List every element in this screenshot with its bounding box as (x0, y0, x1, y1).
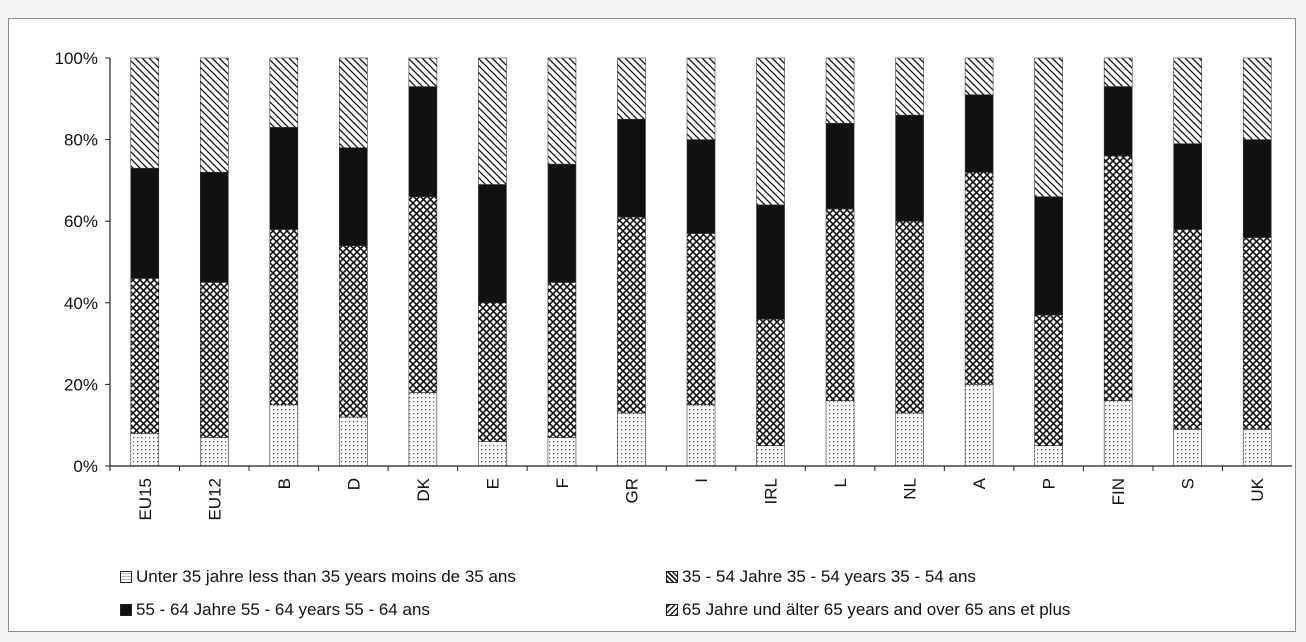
x-tick-label-gr: GR (622, 478, 641, 504)
x-tick-label-irl: IRL (762, 478, 781, 504)
bar-segment-nl-3 (895, 57, 924, 116)
bar-segment-b-3 (269, 57, 299, 128)
bar-segment-uk-3 (1242, 57, 1272, 140)
bar-segment-d-0 (339, 416, 368, 467)
bar-segment-i-1 (686, 233, 716, 406)
bar-segment-l-0 (825, 400, 855, 467)
x-tick-label-eu15: EU15 (136, 478, 155, 521)
y-tick-label: 20% (64, 375, 98, 394)
bar-segment-b-1 (269, 229, 299, 406)
bar-segment-l-1 (825, 208, 855, 402)
bar-segment-f-3 (547, 57, 577, 165)
x-tick-label-dk: DK (414, 477, 433, 501)
bar-segment-l-3 (825, 57, 855, 124)
y-tick-label: 0% (73, 457, 98, 476)
bar-segment-dk-2 (408, 86, 438, 198)
bar-segment-p-1 (1034, 314, 1063, 446)
y-tick-label: 100% (55, 49, 98, 68)
bar-segment-i-2 (686, 139, 716, 234)
bar-segment-gr-2 (617, 118, 646, 218)
bar-segment-irl-0 (756, 445, 785, 467)
bar-segment-a-2 (964, 94, 994, 173)
x-tick-label-i: I (692, 478, 711, 483)
y-tick-label: 60% (64, 212, 98, 231)
bar-segment-irl-2 (756, 204, 785, 320)
bar-segment-fin-1 (1103, 155, 1133, 402)
bar-segment-eu12-0 (199, 437, 229, 467)
bar-segment-b-0 (269, 404, 299, 467)
bar-segment-f-0 (547, 437, 577, 467)
bar-segment-d-2 (339, 147, 368, 246)
x-tick-label-a: A (970, 477, 989, 489)
bar-segment-irl-3 (756, 57, 785, 206)
bar-segment-d-3 (339, 57, 368, 149)
bar-segment-fin-3 (1103, 57, 1133, 87)
x-tick-label-s: S (1179, 478, 1198, 489)
bar-segment-eu15-0 (130, 433, 160, 467)
bar-segment-uk-1 (1242, 237, 1272, 430)
bar-segment-uk-2 (1242, 139, 1272, 238)
bar-segment-f-2 (547, 163, 577, 283)
x-tick-label-l: L (831, 478, 850, 487)
bar-segment-eu15-1 (130, 278, 160, 434)
y-tick-label: 80% (64, 131, 98, 150)
x-tick-label-nl: NL (901, 478, 920, 500)
bar-segment-b-2 (269, 127, 299, 230)
bar-segment-eu15-2 (130, 167, 160, 279)
bar-segment-a-0 (964, 384, 994, 467)
bar-segment-dk-1 (408, 196, 438, 393)
bar-segment-i-3 (686, 57, 716, 140)
x-tick-label-e: E (483, 478, 502, 489)
bar-segment-l-2 (825, 122, 855, 210)
x-tick-label-fin: FIN (1109, 478, 1128, 505)
bar-segment-fin-2 (1103, 86, 1133, 157)
bar-segment-gr-1 (617, 216, 646, 414)
bar-segment-dk-0 (408, 392, 438, 467)
bar-segment-s-0 (1173, 428, 1203, 467)
bar-segment-e-1 (478, 302, 507, 442)
bar-segment-dk-3 (408, 57, 438, 87)
bar-segment-f-1 (547, 282, 577, 438)
x-tick-label-d: D (344, 478, 363, 490)
bar-segment-nl-2 (895, 114, 924, 222)
bar-segment-gr-3 (617, 57, 646, 120)
x-tick-label-p: P (1040, 478, 1059, 489)
x-tick-label-f: F (553, 478, 572, 488)
y-tick-label: 40% (64, 294, 98, 313)
bar-segment-e-2 (478, 184, 507, 304)
bar-segment-eu12-1 (199, 282, 229, 438)
bar-segment-eu15-3 (130, 57, 160, 169)
bar-segment-p-3 (1034, 57, 1063, 198)
bar-segment-s-1 (1173, 229, 1203, 430)
bar-segment-uk-0 (1242, 428, 1272, 467)
x-tick-label-eu12: EU12 (205, 478, 224, 521)
bar-segment-e-0 (478, 441, 507, 467)
bar-segment-s-3 (1173, 57, 1203, 144)
bar-segment-gr-0 (617, 412, 646, 467)
bar-segment-nl-1 (895, 220, 924, 414)
bar-segment-a-1 (964, 171, 994, 385)
bar-segment-fin-0 (1103, 400, 1133, 467)
bar-segment-d-1 (339, 245, 368, 418)
bar-segment-eu12-3 (199, 57, 229, 173)
bar-segment-nl-0 (895, 412, 924, 467)
bar-segment-a-3 (964, 57, 994, 96)
bar-segment-irl-1 (756, 318, 785, 446)
bar-segment-p-2 (1034, 196, 1063, 316)
x-tick-label-uk: UK (1248, 477, 1267, 501)
x-tick-label-b: B (275, 478, 294, 489)
bar-segment-e-3 (478, 57, 507, 185)
bar-segment-i-0 (686, 404, 716, 467)
bar-segment-s-2 (1173, 143, 1203, 230)
bar-segment-p-0 (1034, 445, 1063, 467)
bar-segment-eu12-2 (199, 171, 229, 283)
